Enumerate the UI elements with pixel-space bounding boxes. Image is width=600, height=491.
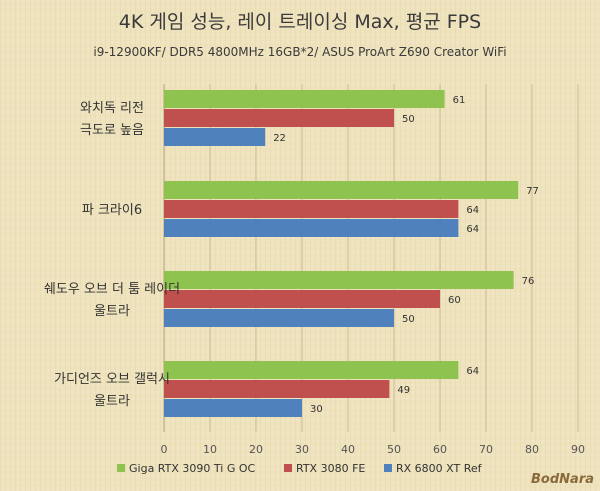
x-tick-label: 20 [249,443,263,456]
bar [164,399,302,417]
bar [164,181,519,199]
legend-entry: RX 6800 XT Ref [396,462,483,475]
bar-value-label: 64 [466,224,479,235]
bar-value-label: 76 [522,276,535,287]
bar-value-label: 77 [526,186,539,197]
bar-value-label: 49 [397,385,410,396]
bar [164,90,445,108]
x-tick-label: 40 [341,443,355,456]
x-tick-label: 60 [433,443,447,456]
x-tick-label: 50 [387,443,401,456]
x-tick-label: 30 [295,443,309,456]
bar-value-label: 22 [273,133,286,144]
bar [164,200,459,218]
category-label: 울트라 [94,304,130,319]
bars [164,90,519,417]
watermark-logo: BodNara [531,472,594,487]
category-label: 쉐도우 오브 더 툼 레이더 [44,282,180,297]
category-label: 극도로 높음 [80,123,144,138]
legend-swatch [284,464,292,472]
bar-value-label: 30 [310,404,323,415]
bar-value-label: 61 [453,95,466,106]
bar-value-label: 64 [466,366,479,377]
bar [164,361,459,379]
category-label: 와치독 리전 [80,101,144,116]
legend: Giga RTX 3090 Ti G OC RTX 3080 FE RX 6800 … [117,462,483,475]
legend-swatch [384,464,392,472]
category-label: 가디언즈 오브 갤럭시 [54,372,170,387]
bar [164,219,459,237]
category-label: 파 크라이6 [82,203,142,218]
bar [164,271,514,289]
x-tick-label: 10 [203,443,217,456]
legend-entry: Giga RTX 3090 Ti G OC [129,462,255,475]
bar [164,109,394,127]
bar-value-label: 50 [402,114,415,125]
x-tick-label: 80 [525,443,539,456]
bar-value-label: 50 [402,314,415,325]
bar-value-label: 64 [466,205,479,216]
x-tick-label: 90 [571,443,585,456]
chart-subtitle: i9-12900KF/ DDR5 4800MHz 16GB*2/ ASUS Pr… [93,45,506,59]
chart-title: 4K 게임 성능, 레이 트레이싱 Max, 평균 FPS [119,11,481,33]
x-tick-label: 0 [161,443,168,456]
legend-entry: RTX 3080 FE [296,462,365,475]
bar [164,128,266,146]
bar [164,380,390,398]
category-label: 울트라 [94,394,130,409]
x-tick-label: 70 [479,443,493,456]
legend-swatch [117,464,125,472]
bar [164,290,440,308]
bar [164,309,394,327]
bar-value-label: 60 [448,295,461,306]
